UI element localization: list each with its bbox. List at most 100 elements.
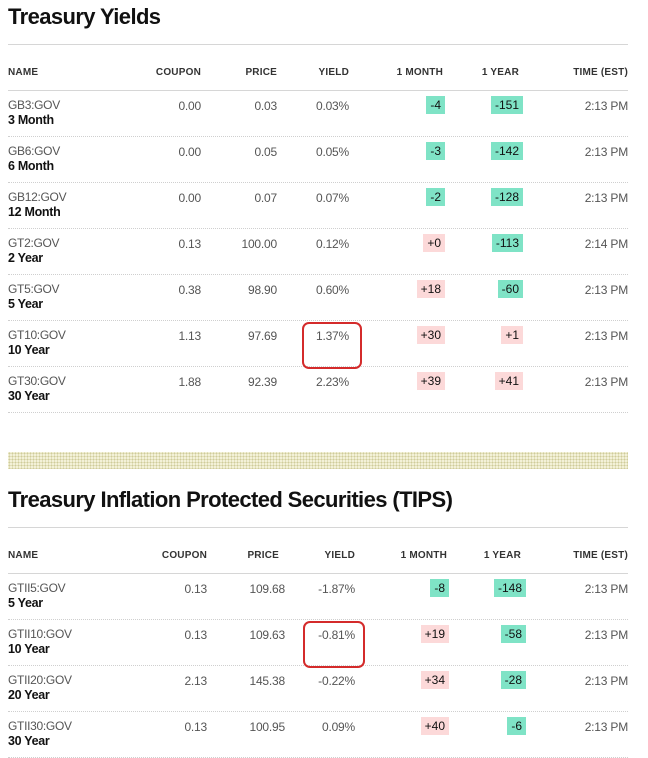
- col-header-price: PRICE: [245, 67, 277, 78]
- one-month-change-badge: -8: [430, 579, 449, 597]
- one-month-change-badge: +30: [416, 326, 445, 344]
- coupon-value: 1.13: [178, 329, 201, 343]
- term-label: 20 Year: [8, 688, 50, 702]
- col-header-time: TIME (EST): [573, 67, 628, 78]
- time-value: 2:13 PM: [584, 99, 628, 113]
- treasury-yields-title: Treasury Yields: [8, 4, 161, 29]
- one-month-change-badge: +19: [420, 625, 449, 643]
- one-year-change-badge: -113: [491, 234, 523, 252]
- ticker-link[interactable]: GT5:GOV: [8, 282, 60, 296]
- table-row[interactable]: GT30:GOV 30 Year 1.88 92.39 2.23% +39 +41 2:13 …: [8, 367, 628, 413]
- one-month-change-badge: +40: [420, 717, 449, 735]
- price-value: 100.95: [249, 720, 285, 734]
- table-row[interactable]: GTII10:GOV 10 Year 0.13 109.63 -0.81% +19 -58 2…: [8, 620, 628, 668]
- one-year-change-badge: -58: [500, 625, 526, 643]
- treasury-table-body: GB3:GOV 3 Month 0.00 0.03 0.03% -4 -151 2:13 PM…: [8, 91, 628, 413]
- tips-section: Treasury Inflation Protected Securities …: [8, 483, 628, 758]
- time-value: 2:13 PM: [584, 628, 628, 642]
- one-year-change-badge: +1: [501, 326, 523, 344]
- ticker-link[interactable]: GTII10:GOV: [8, 627, 72, 641]
- one-year-change-badge: -128: [490, 188, 523, 206]
- price-value: 109.63: [249, 628, 285, 642]
- price-value: 109.68: [249, 582, 285, 596]
- table-row[interactable]: GT10:GOV 10 Year 1.13 97.69 1.37% +30 +1 2:13 P…: [8, 321, 628, 369]
- table-row[interactable]: GT5:GOV 5 Year 0.38 98.90 0.60% +18 -60 2:13 PM: [8, 275, 628, 321]
- term-label: 5 Year: [8, 297, 43, 311]
- one-month-change-badge: -4: [426, 96, 445, 114]
- col-header-1-month: 1 MONTH: [396, 67, 443, 78]
- table-row[interactable]: GB12:GOV 12 Month 0.00 0.07 0.07% -2 -128 2:13 …: [8, 183, 628, 229]
- one-year-change-badge: -151: [490, 96, 523, 114]
- one-month-change-badge: -3: [426, 142, 445, 160]
- one-year-change-badge: -60: [497, 280, 523, 298]
- term-label: 30 Year: [8, 389, 50, 403]
- price-value: 0.03: [254, 99, 277, 113]
- ticker-link[interactable]: GB6:GOV: [8, 144, 60, 158]
- col-header-time: TIME (EST): [573, 550, 628, 561]
- term-label: 5 Year: [8, 596, 43, 610]
- time-value: 2:14 PM: [584, 237, 628, 251]
- table-row[interactable]: GT2:GOV 2 Year 0.13 100.00 0.12% +0 -113 2:14 P…: [8, 229, 628, 275]
- term-label: 3 Month: [8, 113, 54, 127]
- tips-title: Treasury Inflation Protected Securities …: [8, 487, 453, 512]
- col-header-1-month: 1 MONTH: [400, 550, 447, 561]
- ticker-link[interactable]: GB3:GOV: [8, 98, 60, 112]
- coupon-value: 0.13: [178, 237, 201, 251]
- ticker-link[interactable]: GT10:GOV: [8, 328, 66, 342]
- term-label: 2 Year: [8, 251, 43, 265]
- treasury-table-header: NAME COUPON PRICE YIELD 1 MONTH 1 YEAR TIME (E…: [8, 45, 628, 91]
- col-header-yield: YIELD: [324, 550, 355, 561]
- table-row[interactable]: GB3:GOV 3 Month 0.00 0.03 0.03% -4 -151 2:13 PM: [8, 91, 628, 137]
- time-value: 2:13 PM: [584, 191, 628, 205]
- price-value: 98.90: [247, 283, 277, 297]
- one-year-change-badge: +41: [494, 372, 523, 390]
- one-month-change-badge: -2: [426, 188, 445, 206]
- col-header-coupon: COUPON: [161, 550, 207, 561]
- table-row[interactable]: GTII20:GOV 20 Year 2.13 145.38 -0.22% +34 -28 2…: [8, 666, 628, 712]
- ticker-link[interactable]: GB12:GOV: [8, 190, 67, 204]
- time-value: 2:13 PM: [584, 329, 628, 343]
- col-header-1-year: 1 YEAR: [481, 67, 519, 78]
- time-value: 2:13 PM: [584, 582, 628, 596]
- one-month-change-badge: +18: [416, 280, 445, 298]
- table-row[interactable]: GTII30:GOV 30 Year 0.13 100.95 0.09% +40 -6 2:1…: [8, 712, 628, 758]
- yield-value: 0.05%: [315, 145, 349, 159]
- yield-value: 0.09%: [321, 720, 355, 734]
- col-header-coupon: COUPON: [155, 67, 201, 78]
- time-value: 2:13 PM: [584, 283, 628, 297]
- time-value: 2:13 PM: [584, 674, 628, 688]
- yield-value: -0.81%: [318, 628, 355, 642]
- term-label: 30 Year: [8, 734, 50, 748]
- section-divider-banner: [8, 452, 628, 469]
- price-value: 92.39: [247, 375, 277, 389]
- coupon-value: 2.13: [184, 674, 207, 688]
- time-value: 2:13 PM: [584, 720, 628, 734]
- term-label: 10 Year: [8, 343, 50, 357]
- treasury-yields-section: Treasury Yields NAME COUPON PRICE YIELD 1 MO…: [8, 0, 628, 413]
- yield-value: 0.07%: [315, 191, 349, 205]
- col-header-1-year: 1 YEAR: [483, 550, 521, 561]
- ticker-link[interactable]: GT30:GOV: [8, 374, 66, 388]
- coupon-value: 0.00: [178, 191, 201, 205]
- yield-value: 1.37%: [315, 329, 349, 343]
- coupon-value: 0.00: [178, 145, 201, 159]
- table-row[interactable]: GB6:GOV 6 Month 0.00 0.05 0.05% -3 -142 2:13 PM: [8, 137, 628, 183]
- term-label: 10 Year: [8, 642, 50, 656]
- one-month-change-badge: +0: [423, 234, 445, 252]
- coupon-value: 0.00: [178, 99, 201, 113]
- coupon-value: 0.38: [178, 283, 201, 297]
- ticker-link[interactable]: GTII20:GOV: [8, 673, 72, 687]
- one-year-change-badge: -6: [507, 717, 526, 735]
- coupon-value: 0.13: [184, 628, 207, 642]
- yield-value: 0.60%: [315, 283, 349, 297]
- ticker-link[interactable]: GTII30:GOV: [8, 719, 72, 733]
- ticker-link[interactable]: GTII5:GOV: [8, 581, 66, 595]
- ticker-link[interactable]: GT2:GOV: [8, 236, 60, 250]
- time-value: 2:13 PM: [584, 145, 628, 159]
- table-row[interactable]: GTII5:GOV 5 Year 0.13 109.68 -1.87% -8 -148 2:1…: [8, 574, 628, 620]
- yield-value: -1.87%: [318, 582, 355, 596]
- term-label: 6 Month: [8, 159, 54, 173]
- one-month-change-badge: +34: [420, 671, 449, 689]
- term-label: 12 Month: [8, 205, 61, 219]
- yield-highlight-circle: [303, 621, 365, 668]
